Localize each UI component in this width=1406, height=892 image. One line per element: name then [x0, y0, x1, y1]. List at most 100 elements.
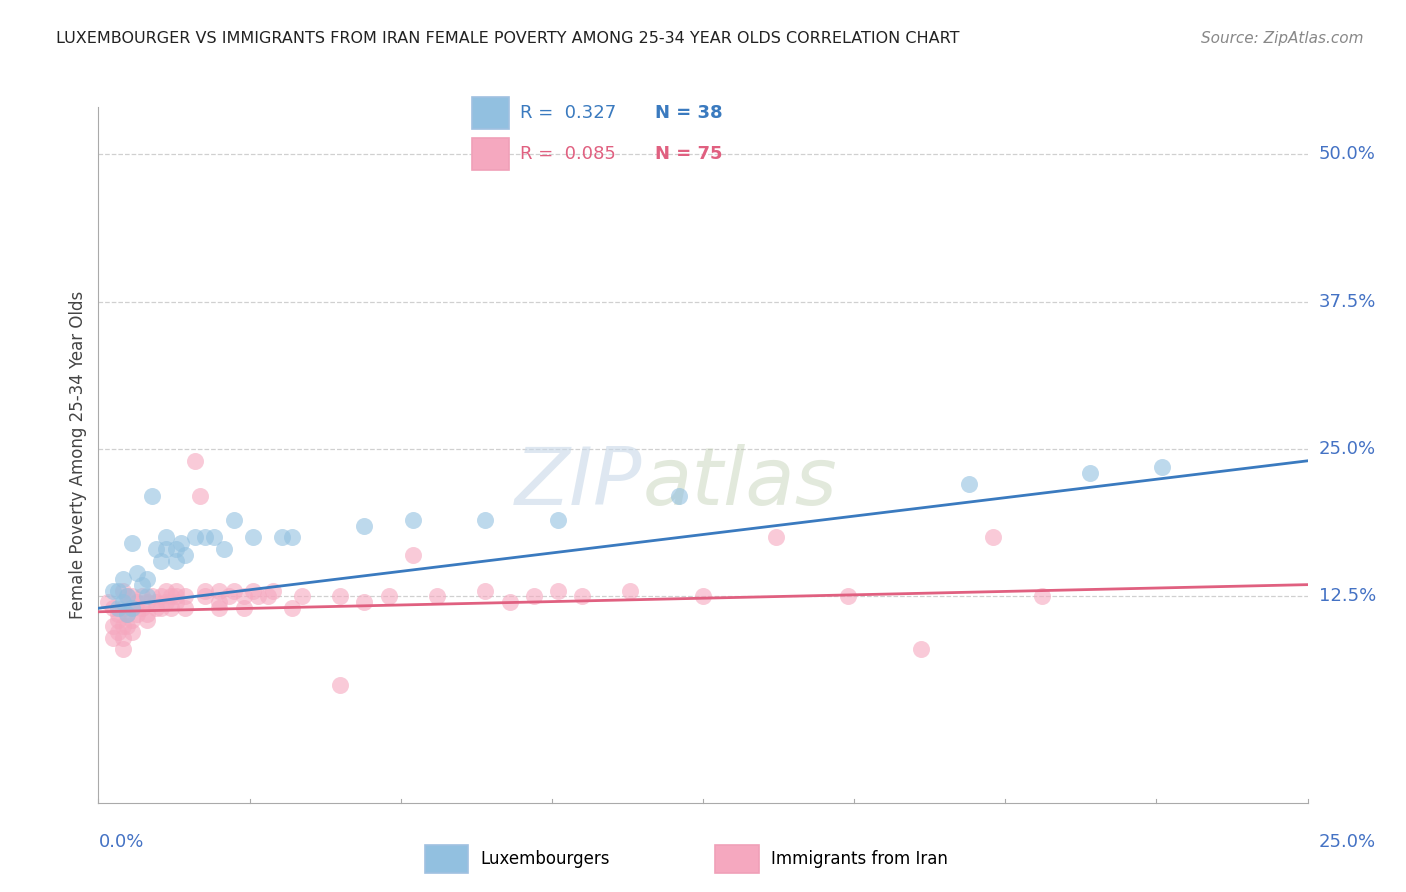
Text: R =  0.085: R = 0.085: [520, 145, 616, 163]
Point: [194, 583, 217, 598]
Point: [208, 583, 231, 598]
Point: [247, 590, 270, 604]
Point: [97, 595, 120, 609]
Text: Source: ZipAtlas.com: Source: ZipAtlas.com: [1201, 31, 1364, 46]
Point: [160, 590, 183, 604]
Text: Luxembourgers: Luxembourgers: [481, 849, 610, 868]
Point: [127, 566, 149, 580]
Point: [232, 601, 254, 615]
Point: [111, 631, 134, 645]
Text: 0.0%: 0.0%: [98, 833, 143, 851]
Point: [194, 590, 217, 604]
Point: [135, 595, 157, 609]
Point: [377, 590, 399, 604]
Text: 25.0%: 25.0%: [1319, 833, 1376, 851]
Point: [242, 583, 264, 598]
Point: [131, 590, 153, 604]
Point: [145, 595, 167, 609]
Point: [353, 518, 375, 533]
Point: [121, 601, 143, 615]
Point: [256, 590, 278, 604]
Point: [107, 601, 129, 615]
Point: [1152, 459, 1174, 474]
Point: [155, 531, 177, 545]
Point: [353, 595, 375, 609]
Point: [141, 489, 163, 503]
Point: [668, 489, 690, 503]
Point: [160, 601, 183, 615]
Point: [290, 590, 312, 604]
Point: [107, 624, 129, 639]
Point: [910, 642, 932, 657]
Point: [117, 607, 139, 621]
Point: [111, 619, 134, 633]
Point: [402, 548, 425, 562]
Text: N = 38: N = 38: [655, 104, 723, 122]
Point: [165, 554, 187, 568]
FancyBboxPatch shape: [472, 138, 509, 170]
Point: [222, 583, 245, 598]
Point: [155, 595, 177, 609]
Point: [474, 583, 496, 598]
Point: [271, 531, 294, 545]
Point: [208, 595, 231, 609]
Point: [131, 577, 153, 591]
Point: [262, 583, 284, 598]
Point: [141, 590, 163, 604]
Point: [121, 613, 143, 627]
Point: [329, 590, 352, 604]
Text: N = 75: N = 75: [655, 145, 723, 163]
Point: [619, 583, 641, 598]
Point: [121, 590, 143, 604]
Point: [571, 590, 593, 604]
Point: [150, 554, 173, 568]
Point: [174, 601, 197, 615]
FancyBboxPatch shape: [716, 845, 759, 873]
Point: [281, 531, 304, 545]
Point: [523, 590, 546, 604]
Point: [242, 531, 264, 545]
Point: [101, 619, 124, 633]
FancyBboxPatch shape: [425, 845, 468, 873]
Point: [498, 595, 520, 609]
Point: [135, 613, 157, 627]
Point: [547, 583, 569, 598]
Point: [101, 601, 124, 615]
Point: [135, 572, 157, 586]
Point: [155, 583, 177, 598]
Point: [111, 601, 134, 615]
Point: [169, 536, 191, 550]
Point: [281, 601, 304, 615]
Point: [111, 583, 134, 598]
Point: [117, 619, 139, 633]
Point: [135, 607, 157, 621]
Point: [692, 590, 714, 604]
Y-axis label: Female Poverty Among 25-34 Year Olds: Female Poverty Among 25-34 Year Olds: [69, 291, 87, 619]
Point: [107, 583, 129, 598]
Point: [127, 607, 149, 621]
Point: [107, 613, 129, 627]
Point: [194, 531, 217, 545]
Point: [765, 531, 787, 545]
Text: Immigrants from Iran: Immigrants from Iran: [770, 849, 948, 868]
Point: [145, 542, 167, 557]
Point: [402, 513, 425, 527]
Point: [117, 590, 139, 604]
Point: [150, 590, 173, 604]
Point: [329, 678, 352, 692]
Point: [184, 454, 207, 468]
Point: [121, 624, 143, 639]
Point: [232, 590, 254, 604]
Text: 25.0%: 25.0%: [1319, 440, 1376, 458]
Text: ZIP: ZIP: [515, 443, 643, 522]
Point: [111, 642, 134, 657]
Point: [131, 601, 153, 615]
Point: [212, 542, 235, 557]
Point: [111, 572, 134, 586]
Point: [188, 489, 211, 503]
Point: [117, 590, 139, 604]
Text: 37.5%: 37.5%: [1319, 293, 1376, 310]
Point: [127, 595, 149, 609]
Text: 12.5%: 12.5%: [1319, 588, 1376, 606]
Point: [474, 513, 496, 527]
